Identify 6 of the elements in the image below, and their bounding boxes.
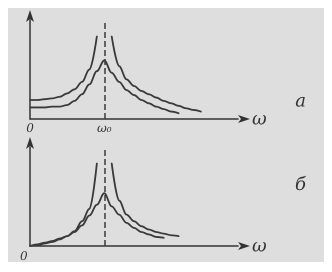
- x-tick-label: ω₀: [96, 121, 112, 135]
- text: а: [295, 90, 306, 112]
- x-axis-title: ω: [252, 236, 267, 256]
- text: б: [295, 174, 308, 196]
- x-axis-title: ω: [252, 108, 267, 130]
- text: 0: [20, 249, 28, 263]
